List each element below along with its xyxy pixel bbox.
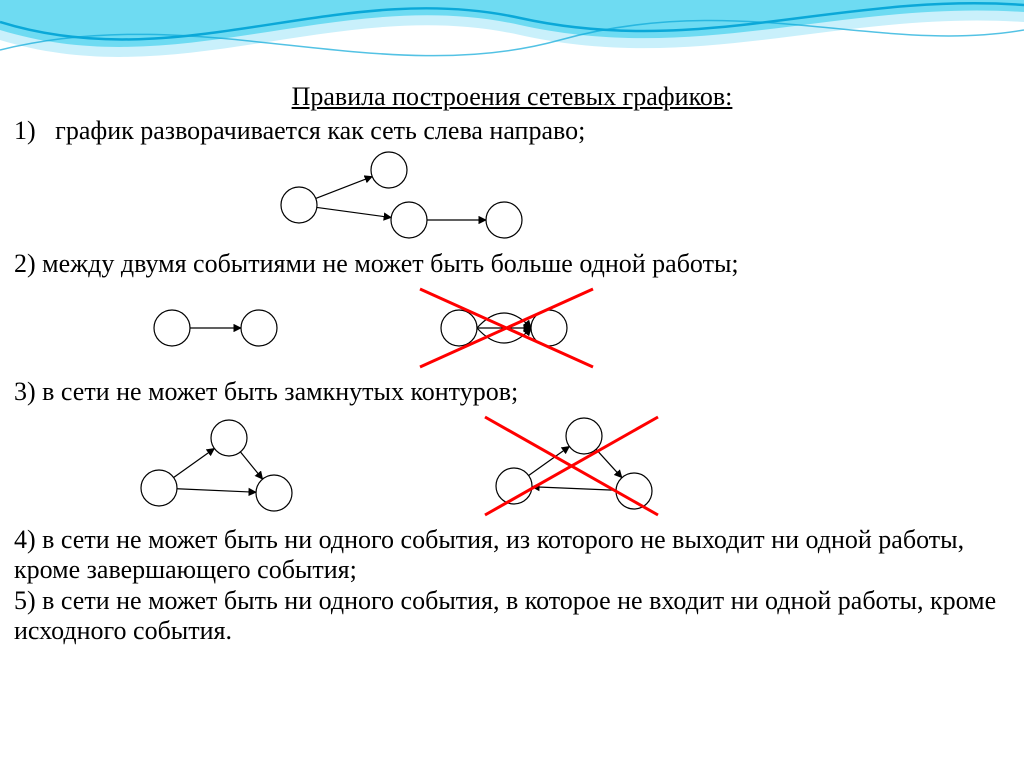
rule-4: 4) в сети не может быть ни одного событи… xyxy=(14,525,1010,585)
rule-1-number: 1) xyxy=(14,116,36,145)
diagram-3-wrong xyxy=(479,411,664,521)
diagram-3-row xyxy=(129,411,1010,521)
slide: Правила построения сетевых графиков: 1) … xyxy=(0,0,1024,767)
diagram-3-correct xyxy=(129,413,304,518)
content-area: Правила построения сетевых графиков: 1) … xyxy=(14,82,1010,646)
diagram-1 xyxy=(259,150,539,245)
rule-1: 1) график разворачивается как сеть слева… xyxy=(14,116,1010,146)
diagram-2-correct xyxy=(144,293,294,363)
rule-3: 3) в сети не может быть замкнутых контур… xyxy=(14,377,1010,407)
rule-2: 2) между двумя событиями не может быть б… xyxy=(14,249,1010,279)
diagram-1-row xyxy=(259,150,1010,245)
rule-1-text: график разворачивается как сеть слева на… xyxy=(55,116,585,145)
slide-title: Правила построения сетевых графиков: xyxy=(14,82,1010,112)
diagram-2-row xyxy=(144,283,1010,373)
rule-5: 5) в сети не может быть ни одного событи… xyxy=(14,586,1010,646)
diagram-2-wrong xyxy=(414,283,599,373)
